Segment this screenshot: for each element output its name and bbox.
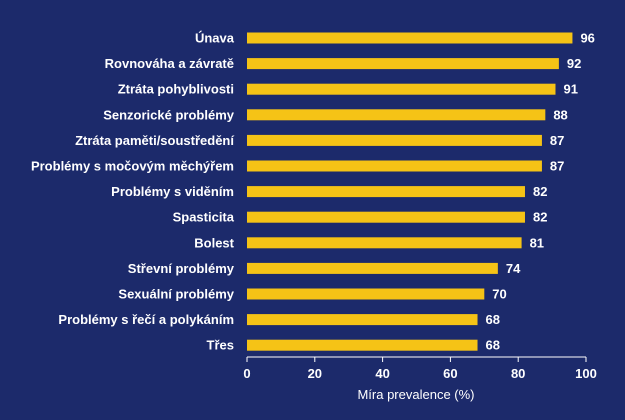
value-label: 82 — [533, 210, 547, 225]
bar — [247, 83, 556, 95]
bar — [247, 160, 542, 172]
bar — [247, 339, 478, 351]
category-label: Střevní problémy — [128, 261, 235, 276]
category-label: Ztráta pohyblivosti — [118, 82, 234, 97]
value-label: 88 — [553, 107, 567, 122]
bar — [247, 134, 542, 146]
category-label: Spasticita — [173, 210, 235, 225]
category-label: Bolest — [194, 235, 234, 250]
category-label: Senzorické problémy — [103, 107, 235, 122]
value-label: 82 — [533, 184, 547, 199]
bar — [247, 58, 559, 70]
bar — [247, 314, 478, 326]
bar — [247, 237, 522, 249]
value-label: 74 — [506, 261, 521, 276]
bar — [247, 109, 546, 121]
category-label: Problémy s řečí a polykáním — [58, 312, 234, 327]
value-label: 96 — [580, 31, 594, 46]
category-label: Sexuální problémy — [118, 287, 234, 302]
value-label: 68 — [486, 338, 500, 353]
bar — [247, 186, 525, 198]
value-label: 87 — [550, 159, 564, 174]
x-axis: 0 20 40 60 80 100 — [243, 356, 597, 381]
bar — [247, 262, 498, 274]
category-label: Ztráta paměti/soustředění — [75, 133, 234, 148]
x-tick-label: 60 — [443, 366, 457, 381]
bar — [247, 211, 525, 223]
x-axis-ticks: 0 20 40 60 80 100 — [243, 357, 597, 381]
bar — [247, 32, 573, 44]
value-label: 92 — [567, 56, 581, 71]
x-tick-label: 40 — [375, 366, 389, 381]
category-label: Rovnováha a závratě — [105, 56, 234, 71]
category-label: Třes — [207, 338, 234, 353]
category-label: Únava — [195, 31, 235, 46]
value-label: 70 — [492, 287, 506, 302]
bars-group — [247, 32, 573, 351]
category-label: Problémy s močovým měchýřem — [31, 159, 234, 174]
x-tick-label: 100 — [575, 366, 597, 381]
bar — [247, 288, 485, 300]
category-labels: Únava Rovnováha a závratě Ztráta pohyblivo… — [31, 31, 235, 353]
x-tick-label: 0 — [243, 366, 250, 381]
value-label: 81 — [530, 235, 544, 250]
value-label: 87 — [550, 133, 564, 148]
x-axis-title: Míra prevalence (%) — [357, 387, 474, 402]
x-tick-label: 20 — [308, 366, 322, 381]
category-label: Problémy s viděním — [111, 184, 234, 199]
x-tick-label: 80 — [511, 366, 525, 381]
value-label: 68 — [486, 312, 500, 327]
value-label: 91 — [563, 82, 577, 97]
